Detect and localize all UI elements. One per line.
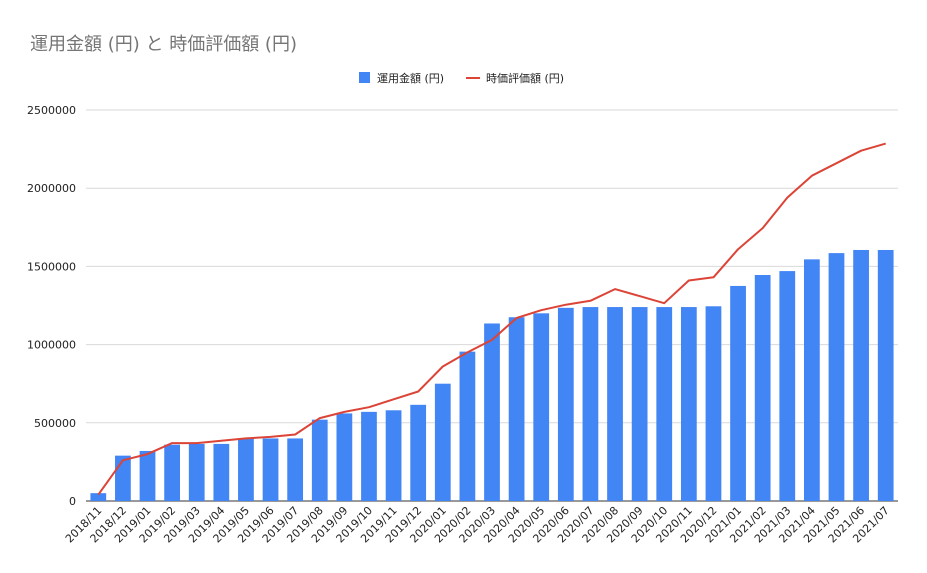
line-series-path — [97, 142, 886, 496]
line-series — [97, 142, 886, 496]
bar — [484, 323, 500, 501]
bar — [262, 438, 279, 501]
bar — [434, 383, 451, 501]
bar — [631, 307, 648, 501]
y-tick-label: 1000000 — [27, 339, 76, 352]
bar — [139, 450, 156, 501]
bar — [656, 307, 673, 501]
bar — [730, 285, 746, 501]
y-tick-label: 2000000 — [27, 182, 76, 195]
y-tick-label: 500000 — [34, 417, 76, 430]
x-axis-labels: 2018/112018/122019/012019/022019/032019/… — [63, 504, 892, 546]
bar — [361, 411, 377, 501]
bar — [336, 413, 353, 501]
bar — [582, 307, 599, 501]
bar — [90, 493, 107, 501]
bar — [311, 419, 328, 501]
legend: 運用金額 (円) 時価評価額 (円) — [359, 71, 564, 85]
y-axis-labels: 0 500000 1000000 1500000 2000000 2500000 — [27, 104, 76, 508]
bar — [164, 444, 180, 501]
bar — [508, 317, 525, 501]
legend-label-line: 時価評価額 (円) — [486, 71, 564, 85]
y-tick-label: 0 — [69, 495, 76, 508]
bar — [410, 404, 427, 501]
bar — [877, 249, 894, 501]
bar — [853, 249, 869, 501]
bar — [607, 307, 623, 501]
bar — [213, 443, 230, 501]
bar — [188, 443, 205, 501]
bar — [705, 306, 722, 501]
bar — [557, 307, 574, 501]
bar — [385, 410, 402, 501]
bar — [533, 313, 550, 501]
bar — [287, 438, 304, 501]
bar — [804, 259, 820, 501]
chart-title: 運用金額 (円) と 時価評価額 (円) — [30, 34, 297, 55]
bar — [459, 351, 476, 501]
legend-label-bar: 運用金額 (円) — [377, 71, 444, 85]
bar — [238, 438, 254, 501]
bar — [115, 455, 131, 501]
y-tick-label: 2500000 — [27, 104, 76, 117]
bar — [680, 307, 697, 501]
bar-series — [90, 249, 894, 501]
bar — [779, 271, 796, 501]
y-tick-label: 1500000 — [27, 260, 76, 273]
bar — [828, 253, 845, 501]
legend-swatch-bar — [359, 72, 370, 83]
bar — [754, 275, 771, 501]
